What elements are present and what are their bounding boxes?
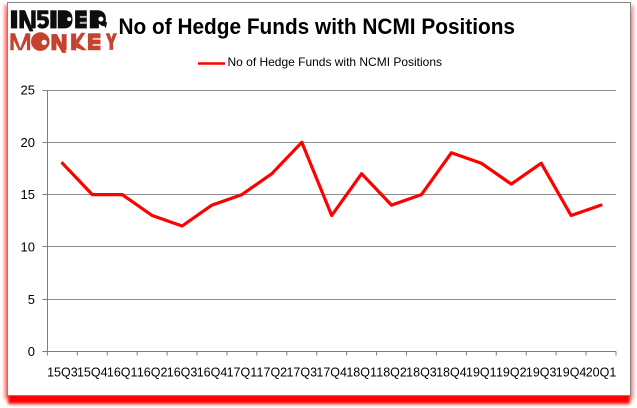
- svg-text:17Q2: 17Q2: [257, 366, 288, 380]
- svg-text:15Q4: 15Q4: [77, 366, 108, 380]
- svg-text:16Q1: 16Q1: [107, 366, 138, 380]
- svg-text:19Q2: 19Q2: [496, 366, 527, 380]
- svg-text:17Q3: 17Q3: [286, 366, 317, 380]
- svg-text:15: 15: [21, 187, 35, 202]
- svg-text:16Q2: 16Q2: [137, 366, 168, 380]
- svg-text:25: 25: [21, 83, 35, 98]
- svg-text:19Q3: 19Q3: [526, 366, 557, 380]
- svg-text:17Q4: 17Q4: [316, 366, 347, 380]
- svg-text:10: 10: [21, 240, 35, 255]
- svg-text:16Q4: 16Q4: [197, 366, 228, 380]
- svg-text:15Q3: 15Q3: [47, 366, 78, 380]
- svg-text:19Q4: 19Q4: [556, 366, 587, 380]
- svg-text:18Q4: 18Q4: [436, 366, 467, 380]
- svg-text:16Q3: 16Q3: [167, 366, 198, 380]
- svg-text:20: 20: [21, 135, 35, 150]
- svg-text:18Q3: 18Q3: [406, 366, 437, 380]
- svg-text:19Q1: 19Q1: [466, 366, 497, 380]
- svg-text:5: 5: [28, 292, 35, 307]
- svg-text:18Q1: 18Q1: [346, 366, 377, 380]
- svg-text:0: 0: [28, 344, 35, 359]
- svg-text:No of Hedge Funds with NCMI Po: No of Hedge Funds with NCMI Positions: [228, 55, 443, 69]
- svg-text:18Q2: 18Q2: [376, 366, 407, 380]
- svg-text:No of Hedge Funds with NCMI Po: No of Hedge Funds with NCMI Positions: [119, 14, 516, 39]
- svg-text:20Q1: 20Q1: [586, 366, 617, 380]
- svg-text:17Q1: 17Q1: [227, 366, 258, 380]
